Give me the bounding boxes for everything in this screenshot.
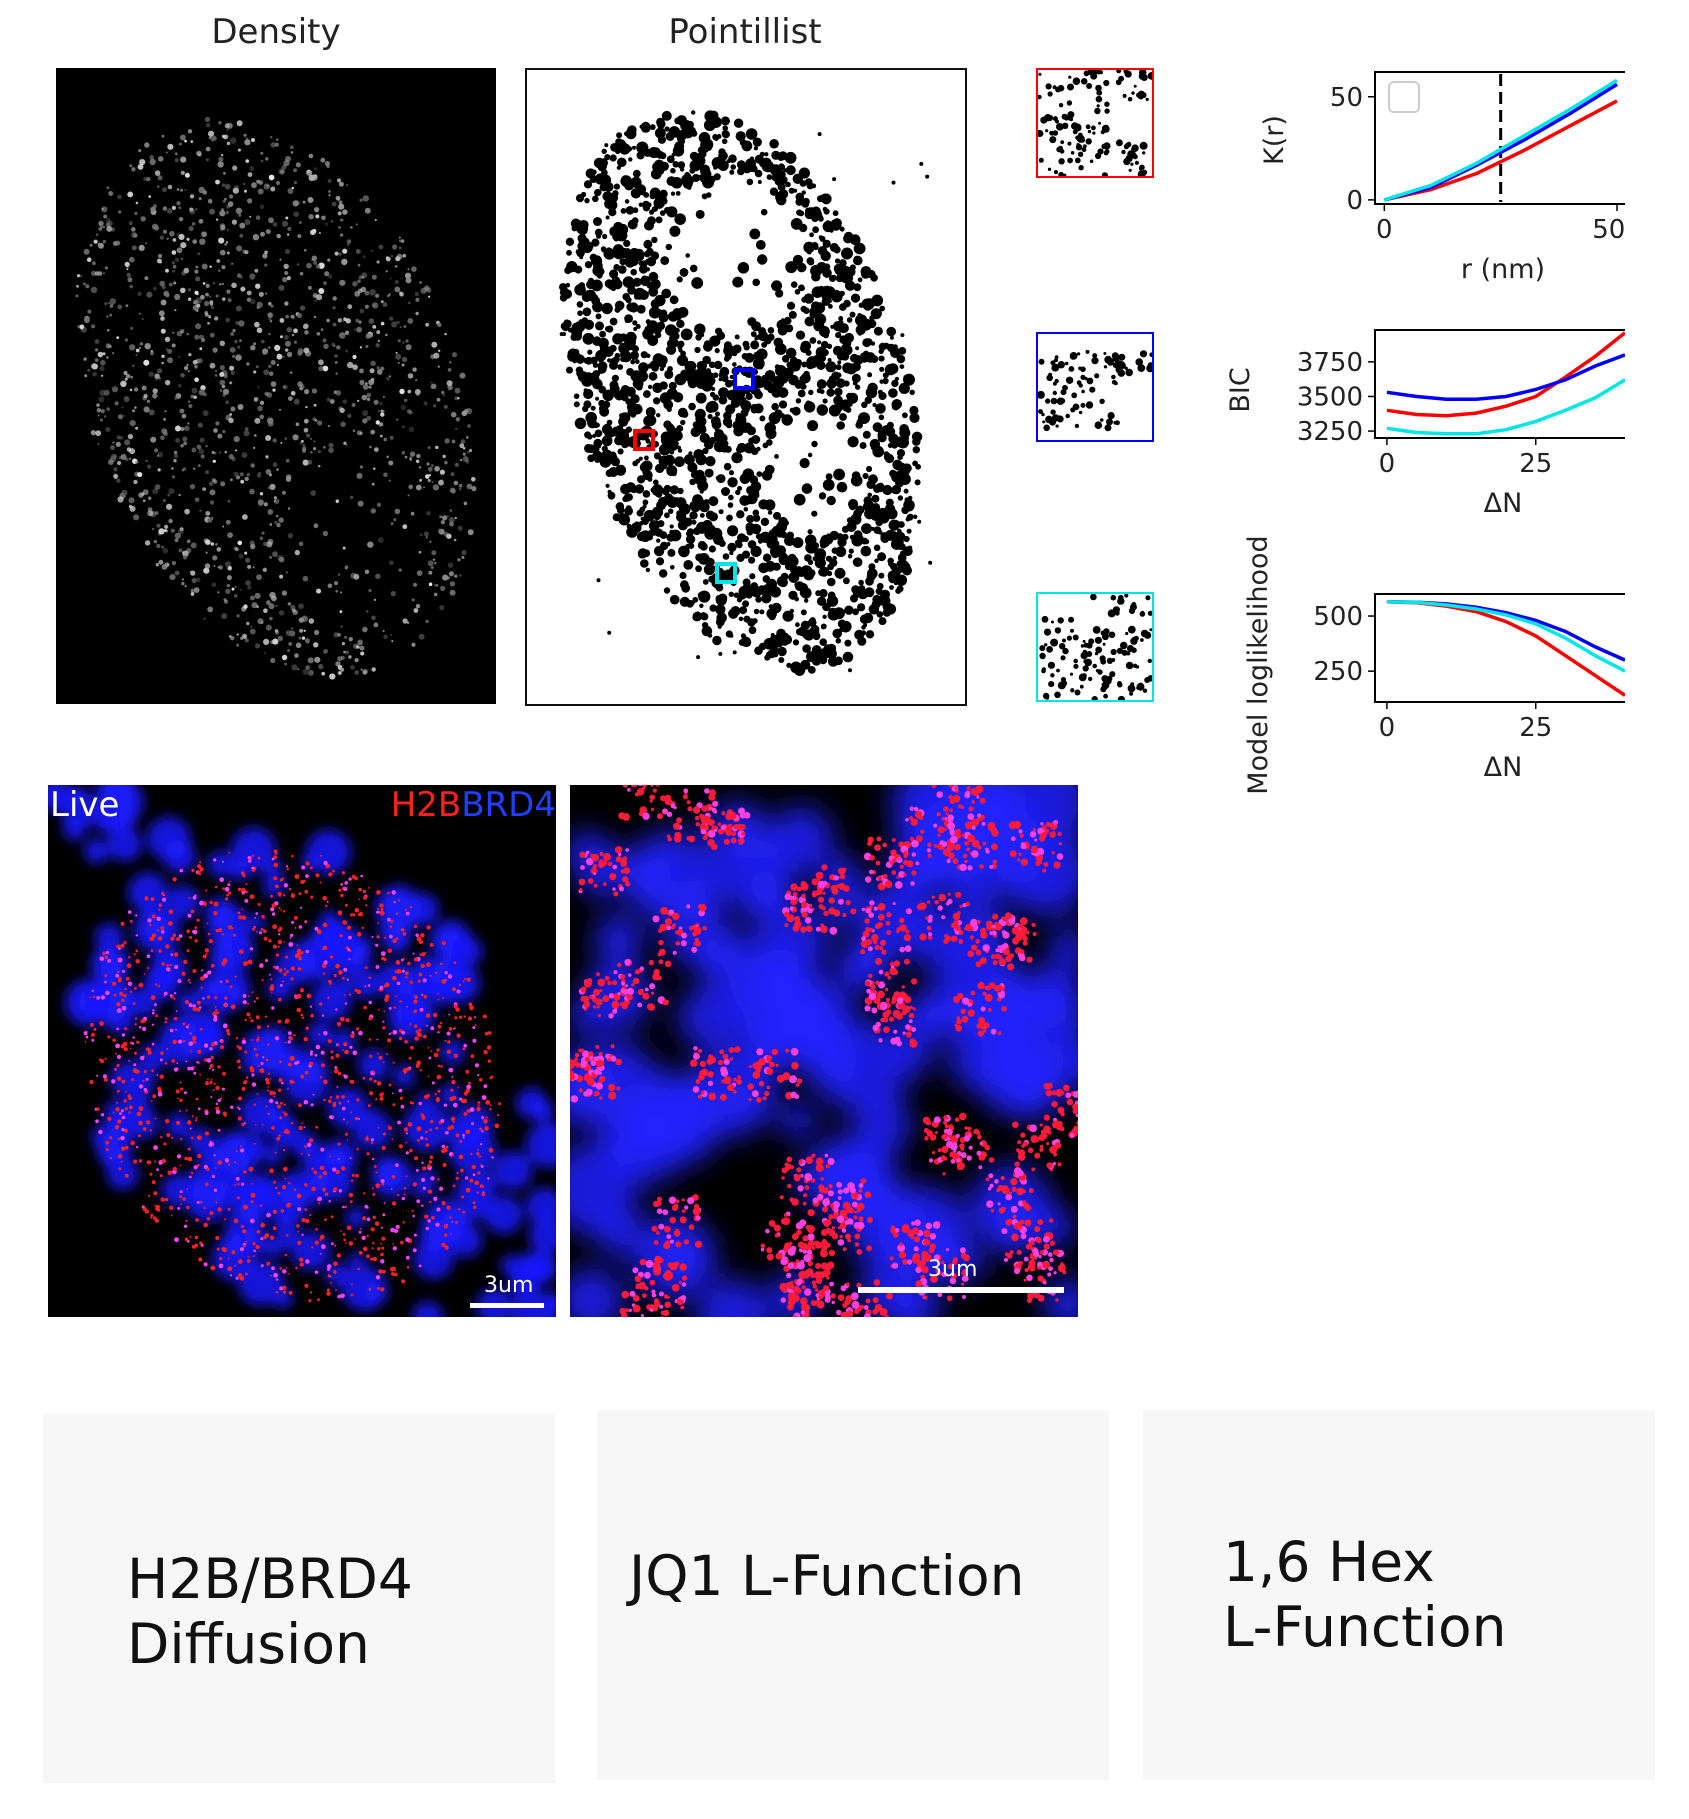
pointillist-dots (559, 110, 933, 676)
zoom-overlay-image: 3um (570, 785, 1078, 1317)
scale-label-right: 3um (928, 1257, 978, 1282)
plot-frame (1374, 329, 1625, 439)
x-tick-label: 500 (1592, 215, 1625, 245)
y-tick-label: 3500 (1297, 382, 1363, 412)
h2b-points (83, 849, 502, 1303)
thumb-points-2 (1039, 593, 1154, 704)
thumb-red (1036, 67, 1156, 179)
roi-box-2 (715, 562, 737, 584)
y-axis-label: BIC (1225, 367, 1256, 412)
series-line-1 (1386, 353, 1625, 401)
series-line-2 (1383, 78, 1618, 202)
brd4-blobs (48, 785, 556, 1317)
pointillist-image (525, 68, 967, 706)
thumb-points-1 (1036, 349, 1154, 432)
thumb-blue (1036, 332, 1154, 442)
y-tick-label: 3250 (1297, 417, 1363, 447)
k-function-chart: 0 500 0 50 r (nm) K(r) (1259, 71, 1625, 285)
live-overlay-image: Live H2BBRD4 3um (48, 785, 556, 1317)
series-line-2 (1386, 599, 1625, 673)
scale-bar-left (470, 1303, 544, 1308)
card-label-hex: 1,6 Hex L-Function (1223, 1530, 1507, 1659)
y-tick-label: 3750 (1297, 348, 1363, 378)
channel1-label: H2B (390, 785, 462, 825)
x-tick-label: 0 (1379, 713, 1396, 743)
density-title: Density (211, 12, 341, 52)
scale-label-left: 3um (484, 1273, 534, 1298)
h2b-label: H2BBRD4 (391, 785, 556, 825)
density-speckles (75, 116, 477, 680)
live-label: Live (50, 785, 120, 825)
x-tick-label: 25 (1519, 713, 1552, 743)
x-tick-label: 0 (1376, 215, 1393, 245)
x-axis-label: ΔN (1484, 752, 1523, 783)
y-tick-label: 250 (1313, 657, 1363, 687)
density-image (56, 68, 496, 704)
y-tick-label: 0 (1346, 186, 1363, 216)
thumb-points-0 (1036, 67, 1156, 179)
card-label-jq1: JQ1 L-Function (629, 1544, 1025, 1608)
x-axis-label: r (nm) (1461, 254, 1545, 285)
pointillist-points (559, 110, 933, 676)
legend-box (1388, 81, 1420, 113)
thumb-cyan (1036, 592, 1154, 704)
x-tick-label: 0 (1379, 449, 1396, 479)
scale-bar-right (858, 1287, 1064, 1293)
y-tick-label: 500 (1313, 602, 1363, 632)
pointillist-title: Pointillist (668, 12, 822, 52)
roi-box-0 (633, 429, 655, 451)
loglikelihood-chart: 0 25 250 500 ΔN Model loglikelihood (1243, 535, 1625, 795)
brd4-zoom-blobs (570, 785, 1078, 1317)
card-hex-l-function[interactable]: 1,6 Hex L-Function (1143, 1410, 1655, 1780)
y-axis-label: Model loglikelihood (1243, 535, 1274, 794)
channel2-label: BRD4 (461, 785, 556, 825)
bic-chart: 0 25 3250 3500 3750 ΔN BIC (1225, 329, 1625, 519)
card-jq1-l-function[interactable]: JQ1 L-Function (597, 1410, 1109, 1780)
density-dots (75, 116, 477, 680)
x-tick-label: 25 (1519, 449, 1552, 479)
card-label-diffusion: H2B/BRD4 Diffusion (127, 1547, 413, 1676)
y-axis-label: K(r) (1259, 115, 1290, 165)
x-axis-label: ΔN (1484, 488, 1523, 519)
h2b-zoom-points (570, 785, 1078, 1317)
card-h2b-brd4-diffusion[interactable]: H2B/BRD4 Diffusion (43, 1413, 555, 1783)
series-line-0 (1386, 331, 1625, 418)
series-line-2 (1386, 378, 1625, 436)
y-tick-label: 50 (1330, 83, 1363, 113)
roi-box-1 (733, 368, 755, 390)
